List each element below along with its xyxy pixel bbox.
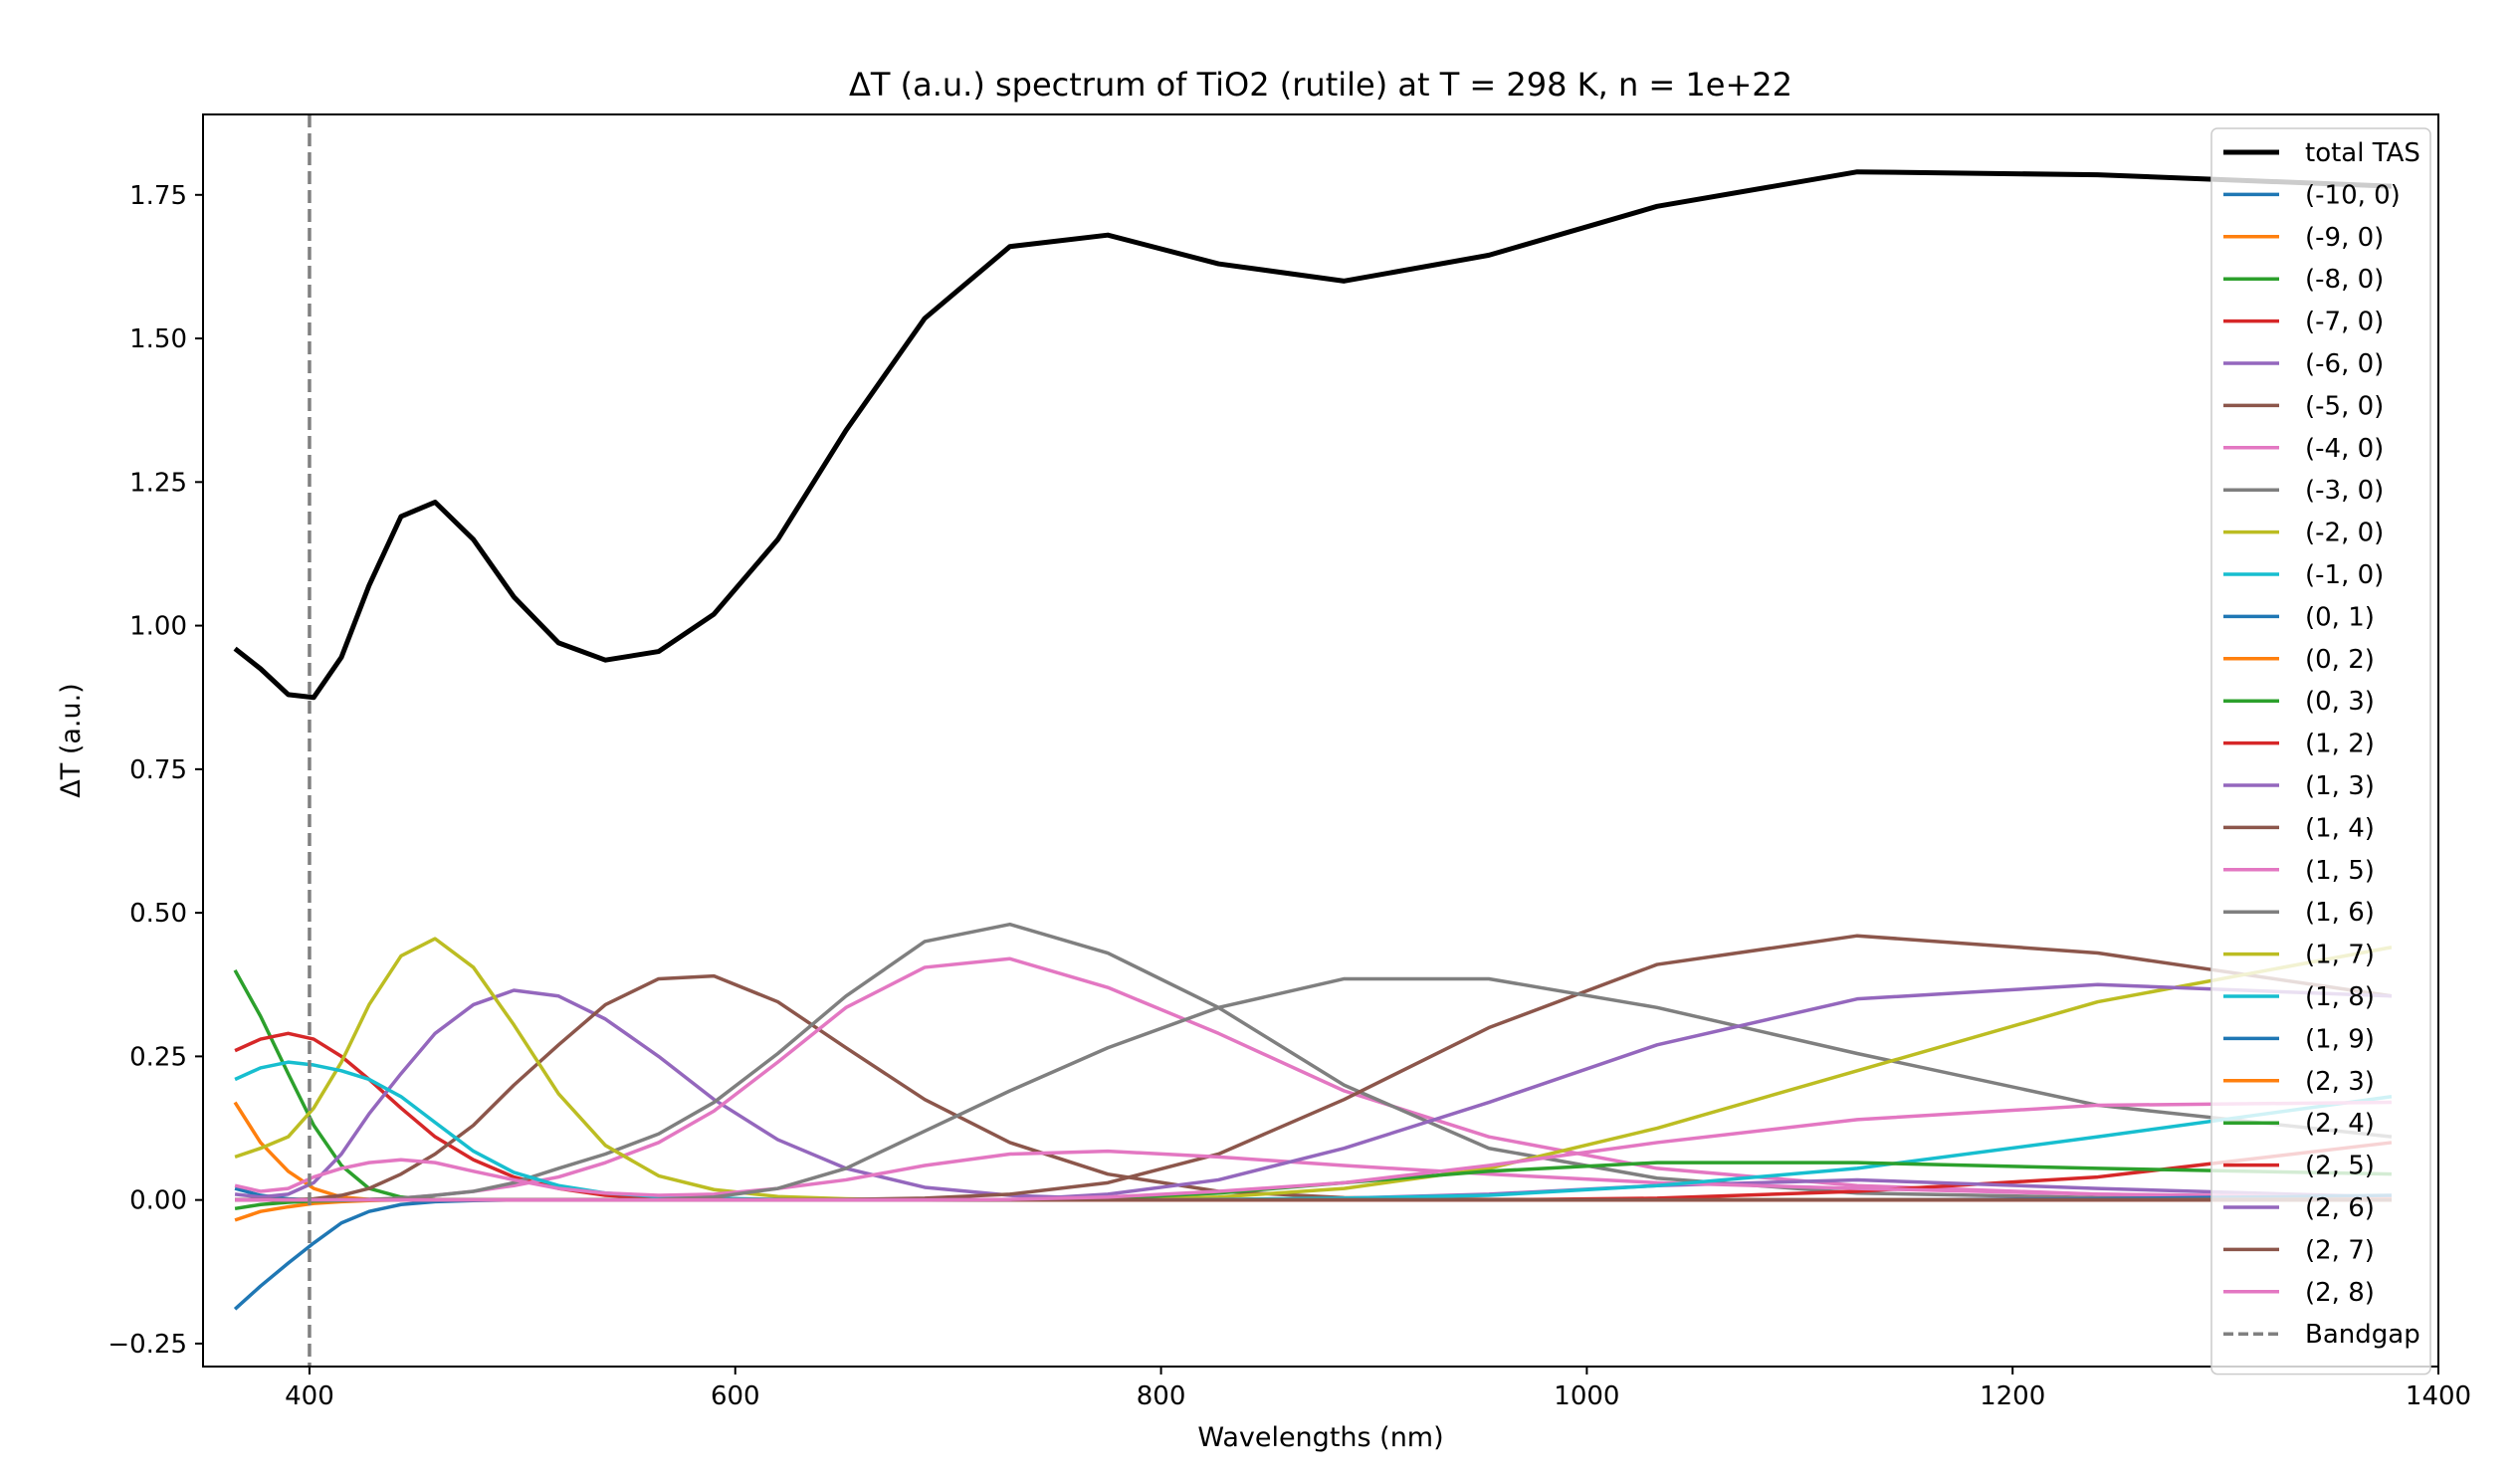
legend-entry-label: (2, 8) [2305, 1278, 2375, 1308]
legend-entry-label: (2, 3) [2305, 1067, 2375, 1097]
y-tick-label: 0.00 [129, 1186, 187, 1216]
y-tick-label: 1.50 [129, 324, 187, 354]
chart-title: ΔT (a.u.) spectrum of TiO2 (rutile) at T… [849, 66, 1792, 104]
legend-entry-label: (1, 8) [2305, 982, 2375, 1012]
y-tick-label: −0.25 [107, 1330, 187, 1360]
legend-entry-label: (0, 2) [2305, 645, 2375, 675]
legend: total TAS (-10, 0) (-9, 0) (-8, 0) (-7, 0) (-… [2210, 127, 2431, 1375]
legend-box [2210, 127, 2431, 1375]
x-tick-label: 800 [1137, 1381, 1186, 1411]
legend-entry-label: (-8, 0) [2305, 265, 2384, 295]
y-tick-label: 0.25 [129, 1042, 187, 1072]
legend-entry-label: (1, 5) [2305, 856, 2375, 886]
legend-entry-label: (0, 1) [2305, 602, 2375, 632]
x-tick-label: 1200 [1980, 1381, 2045, 1411]
legend-entry-label: (-7, 0) [2305, 308, 2384, 337]
axes-frame [202, 113, 2439, 1368]
series-line-27 [235, 1100, 2392, 1202]
legend-entry-label: (-10, 0) [2305, 180, 2401, 210]
legend-entry-label: (-2, 0) [2305, 519, 2384, 548]
legend-entry-label: (-4, 0) [2305, 434, 2384, 464]
y-tick-label: 1.25 [129, 468, 187, 498]
legend-entry-label: (1, 7) [2305, 941, 2375, 970]
y-axis-label: ΔT (a.u.) [56, 683, 87, 797]
legend-entry-label: (1, 9) [2305, 1024, 2375, 1054]
x-axis-label: Wavelengths (nm) [1197, 1422, 1443, 1453]
legend-entry-label: (0, 3) [2305, 687, 2375, 717]
legend-entry-label: (2, 7) [2305, 1235, 2375, 1265]
legend-entry-label: (-9, 0) [2305, 223, 2384, 253]
x-axis-ticks: 400 600 800 1000 1200 1400 [285, 1367, 2471, 1411]
x-tick-label: 1400 [2406, 1381, 2471, 1411]
legend-entry-label: total TAS [2305, 138, 2420, 168]
legend-entry-label: (1, 6) [2305, 898, 2375, 928]
x-tick-label: 600 [711, 1381, 760, 1411]
legend-entry-label: (-3, 0) [2305, 476, 2384, 506]
legend-entry-label: (-5, 0) [2305, 391, 2384, 421]
plot-area [233, 114, 2393, 1367]
legend-entry-label: (2, 5) [2305, 1152, 2375, 1181]
legend-entry-label: Bandgap [2305, 1320, 2420, 1350]
legend-entry-label: (-6, 0) [2305, 349, 2384, 379]
y-tick-label: 0.50 [129, 899, 187, 929]
y-axis-ticks: −0.25 0.00 0.25 0.50 0.75 1.00 1.25 1.50 1.75 [107, 181, 203, 1360]
y-tick-label: 0.75 [129, 755, 187, 785]
legend-entry-label: (1, 3) [2305, 771, 2375, 801]
legend-entry-label: (1, 2) [2305, 730, 2375, 759]
y-tick-label: 1.75 [129, 181, 187, 211]
x-tick-label: 1000 [1554, 1381, 1619, 1411]
legend-entry-label: (2, 6) [2305, 1193, 2375, 1223]
series-line-0 [233, 169, 2393, 701]
legend-entry-label: (1, 4) [2305, 813, 2375, 843]
x-tick-label: 400 [285, 1381, 334, 1411]
legend-entry-label: (2, 4) [2305, 1109, 2375, 1139]
y-tick-label: 1.00 [129, 612, 187, 642]
legend-entry-label: (-1, 0) [2305, 560, 2384, 590]
